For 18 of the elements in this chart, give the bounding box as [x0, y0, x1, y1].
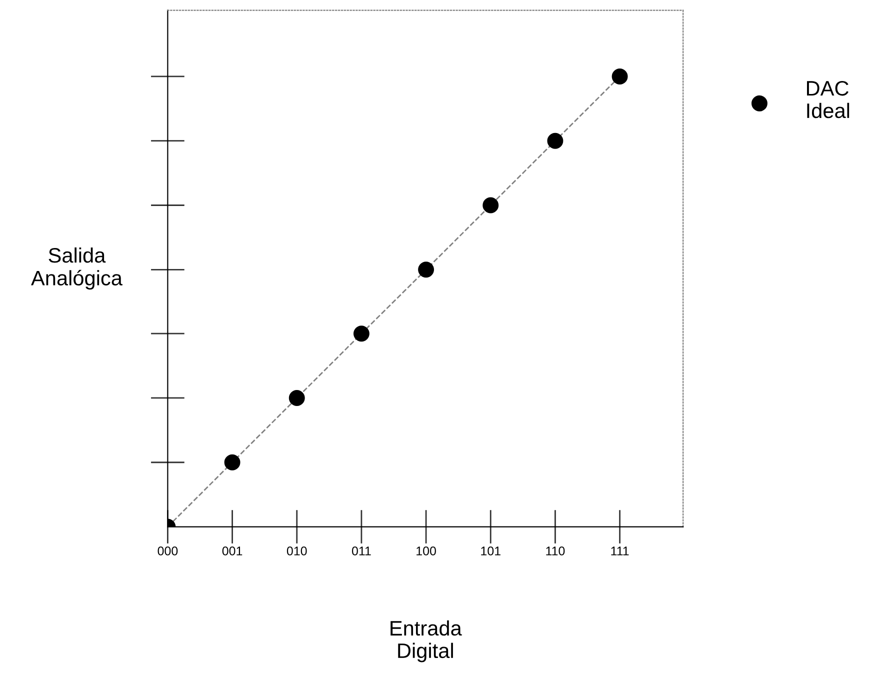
x-tick-label: 011	[352, 546, 371, 556]
x-tick-label: 001	[222, 546, 242, 556]
x-tick-label: 101	[481, 546, 500, 556]
point	[612, 68, 628, 84]
point	[482, 197, 499, 214]
x-tick-label: 110	[546, 546, 565, 556]
y-axis-title: Salida Analógica	[31, 247, 122, 290]
point	[547, 132, 564, 149]
legend-label: DAC Ideal	[807, 80, 850, 118]
x-tick-label: 010	[286, 546, 307, 556]
x-tick-label: 100	[416, 546, 436, 556]
point	[288, 390, 305, 406]
point	[418, 262, 434, 278]
point	[224, 454, 240, 470]
point	[353, 326, 370, 342]
x-axis-title: Entrada Digital	[390, 620, 462, 662]
x-tick-label: 000	[158, 546, 178, 556]
x-tick-label: 111	[611, 546, 629, 556]
